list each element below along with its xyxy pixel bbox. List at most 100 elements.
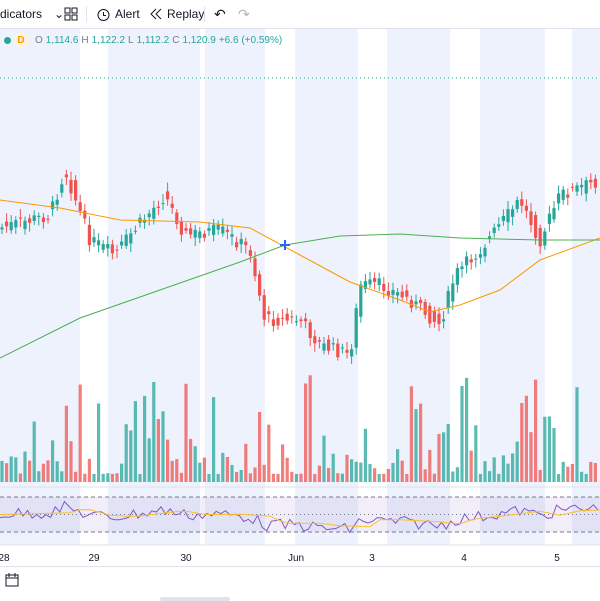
volume-bar xyxy=(437,433,441,482)
candle-body xyxy=(580,184,584,188)
volume-bar xyxy=(317,465,321,482)
volume-bar xyxy=(239,469,243,482)
undo-button[interactable]: ↶ xyxy=(214,5,226,22)
volume-bar xyxy=(557,473,561,482)
volume-bar xyxy=(538,469,542,482)
indicators-button[interactable]: dicators ⌄ xyxy=(0,7,64,21)
volume-bar xyxy=(396,449,400,482)
volume-bar xyxy=(354,461,358,482)
volume-bar xyxy=(143,395,147,482)
volume-bar xyxy=(455,467,459,482)
date-range-button[interactable] xyxy=(4,572,20,591)
volume-bar xyxy=(212,397,216,482)
candle-body xyxy=(511,209,515,217)
alert-button[interactable]: Alert xyxy=(96,7,140,22)
candle-body xyxy=(285,313,289,321)
moving-average xyxy=(0,233,600,359)
calendar-icon xyxy=(5,573,19,587)
time-label: 3 xyxy=(369,553,375,564)
layout-button[interactable] xyxy=(64,7,78,21)
candle-body xyxy=(409,300,413,308)
volume-bar xyxy=(244,443,248,482)
volume-bar xyxy=(313,473,317,482)
time-label: 5 xyxy=(554,553,560,564)
close-label: C xyxy=(172,34,180,46)
redo-button[interactable]: ↷ xyxy=(238,5,250,22)
volume-bar xyxy=(373,468,377,482)
candle-body xyxy=(124,234,128,246)
candle-body xyxy=(455,268,459,285)
high-value: 1,122.2 xyxy=(91,34,126,46)
candle-body xyxy=(97,240,101,246)
volume-bar xyxy=(451,471,455,482)
candle-body xyxy=(557,193,561,204)
candle-body xyxy=(244,241,248,246)
volume-bar xyxy=(101,473,105,482)
volume-bar xyxy=(580,471,584,482)
open-label: O xyxy=(35,34,43,46)
candle-body xyxy=(515,199,519,210)
candle-body xyxy=(147,213,151,218)
candle-body xyxy=(51,201,55,210)
candle-body xyxy=(396,292,400,296)
volume-bar xyxy=(428,449,432,482)
candle-body xyxy=(483,247,487,257)
candle-body xyxy=(317,340,321,342)
candle-body xyxy=(386,291,390,296)
volume-bar xyxy=(152,382,156,482)
candle-body xyxy=(46,218,50,220)
candle-body xyxy=(161,203,165,205)
candle-body xyxy=(179,220,183,235)
candle-body xyxy=(359,284,363,317)
candle-body xyxy=(78,202,82,212)
candle-body xyxy=(331,343,335,345)
volume-bar xyxy=(18,473,22,482)
candle-body xyxy=(497,224,501,227)
candle-body xyxy=(419,299,423,304)
candle-body xyxy=(120,241,124,246)
candle-body xyxy=(488,236,492,239)
top-toolbar: dicators ⌄ Alert Replay ↶ ↷ xyxy=(0,0,600,29)
volume-bar xyxy=(304,383,308,482)
time-label: 30 xyxy=(180,553,192,564)
volume-bar xyxy=(492,457,496,482)
volume-bar xyxy=(147,438,151,482)
volume-bar xyxy=(515,441,519,482)
candle-body xyxy=(5,221,9,227)
candle-body xyxy=(474,258,478,260)
candle-body xyxy=(129,233,133,244)
candle-body xyxy=(32,215,36,221)
candle-body xyxy=(336,343,340,358)
candle-body xyxy=(446,290,450,308)
candle-body xyxy=(290,316,294,318)
moving-average xyxy=(0,199,600,313)
volume-bar xyxy=(5,463,9,482)
volume-bar xyxy=(363,428,367,482)
candle-body xyxy=(373,278,377,282)
candle-body xyxy=(276,317,280,326)
candle-body xyxy=(258,274,262,296)
volume-bar xyxy=(83,473,87,482)
candle-body xyxy=(212,224,216,235)
status-dot xyxy=(4,36,11,44)
volume-bar xyxy=(368,464,372,482)
candle-body xyxy=(363,281,367,289)
candle-body xyxy=(350,349,354,357)
volume-bar xyxy=(156,419,160,482)
volume-bar xyxy=(124,424,128,482)
candle-body xyxy=(156,206,160,208)
bottom-toolbar xyxy=(0,566,600,601)
candle-body xyxy=(478,254,482,258)
volume-bar xyxy=(511,453,515,482)
volume-bar xyxy=(115,473,119,482)
volume-bar xyxy=(193,446,197,482)
candle-body xyxy=(175,212,179,224)
replay-button[interactable]: Replay xyxy=(149,7,204,21)
candle-body xyxy=(382,284,386,291)
volume-bar xyxy=(340,473,344,482)
candle-body xyxy=(41,217,45,223)
volume-bar xyxy=(92,473,96,482)
candle-body xyxy=(400,291,404,298)
volume-bar xyxy=(170,460,174,482)
candle-body xyxy=(543,231,547,246)
